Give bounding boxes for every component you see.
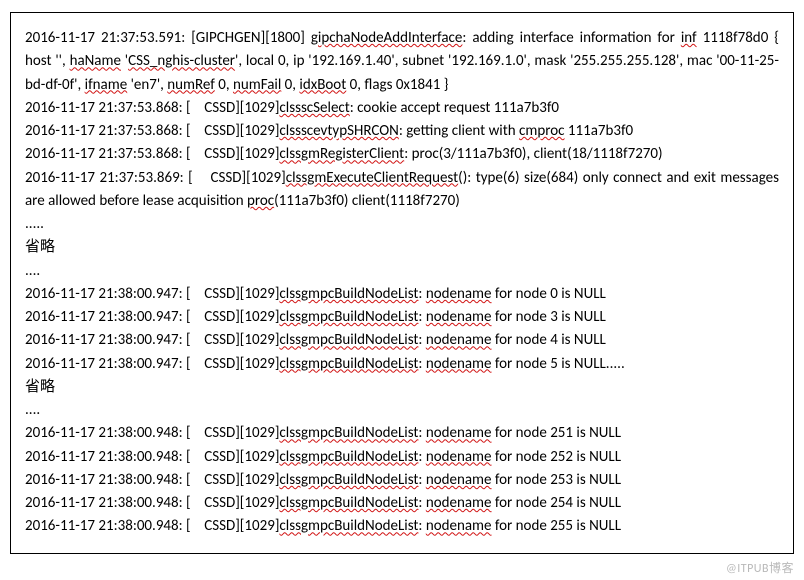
t: for node 255 is NULL xyxy=(491,517,621,535)
t: 2016-11-17 21:37:53.591: [GIPCHGEN][1800… xyxy=(25,29,311,47)
log-line: 2016-11-17 21:38:00.947: [ CSSD][1029]cl… xyxy=(25,353,779,376)
t: 2016-11-17 21:38:00.948: [ CSSD][1029] xyxy=(25,517,279,535)
word-nodename: nodename xyxy=(426,448,492,466)
log-line: 2016-11-17 21:38:00.948: [ CSSD][1029]cl… xyxy=(25,422,779,445)
t: for node 5 is NULL..... xyxy=(491,355,624,373)
ellipsis: .... xyxy=(25,399,779,422)
t: 0, flags 0x1841 } xyxy=(346,76,448,94)
log-line: 2016-11-17 21:38:00.948: [ CSSD][1029]cl… xyxy=(25,446,779,469)
fn-clssgmpcBuildNodeList: clssgmpcBuildNodeList xyxy=(279,285,418,303)
t: : getting client with xyxy=(399,122,519,140)
t: 0, xyxy=(215,76,233,94)
fn-clssgmpcBuildNodeList: clssgmpcBuildNodeList xyxy=(279,331,418,349)
fn-clssgmpcBuildNodeList: clssgmpcBuildNodeList xyxy=(279,424,418,442)
t: for node 251 is NULL xyxy=(491,424,621,442)
word-ifname: ifname xyxy=(85,76,128,94)
word-nodename: nodename xyxy=(426,331,492,349)
t: : xyxy=(418,471,425,489)
fn-clssscevtypSHRCON: clssscevtypSHRCON xyxy=(279,122,398,140)
t: : xyxy=(418,424,425,442)
word-nodename: nodename xyxy=(426,308,492,326)
word-nodename: nodename xyxy=(426,285,492,303)
t: for node 252 is NULL xyxy=(491,448,621,466)
t: 2016-11-17 21:37:53.869: [ CSSD][1029] xyxy=(25,169,286,187)
t: : xyxy=(418,494,425,512)
log-line: 2016-11-17 21:37:53.868: [ CSSD][1029]cl… xyxy=(25,143,779,166)
t: 2016-11-17 21:38:00.947: [ CSSD][1029] xyxy=(25,355,279,373)
word-nodename: nodename xyxy=(426,471,492,489)
word-numRef: numRef xyxy=(167,76,215,94)
word-nodename: nodename xyxy=(426,494,492,512)
word-nodename: nodename xyxy=(426,424,492,442)
word-proc: proc xyxy=(247,192,274,210)
t: 0, xyxy=(281,76,299,94)
t: : adding interface information for xyxy=(462,29,680,47)
t: 2016-11-17 21:38:00.948: [ CSSD][1029] xyxy=(25,494,279,512)
log-line: 2016-11-17 21:37:53.868: [ CSSD][1029]cl… xyxy=(25,120,779,143)
t: for node 0 is NULL xyxy=(491,285,605,303)
t: for node 4 is NULL xyxy=(491,331,605,349)
log-line: 2016-11-17 21:38:00.947: [ CSSD][1029]cl… xyxy=(25,306,779,329)
fn-clssgmpcBuildNodeList: clssgmpcBuildNodeList xyxy=(279,517,418,535)
t: 2016-11-17 21:38:00.948: [ CSSD][1029] xyxy=(25,424,279,442)
ellipsis: .... xyxy=(25,260,779,283)
t: 2016-11-17 21:38:00.947: [ CSSD][1029] xyxy=(25,285,279,303)
fn-clssgmpcBuildNodeList: clssgmpcBuildNodeList xyxy=(279,471,418,489)
t: 2016-11-17 21:37:53.868: [ CSSD][1029] xyxy=(25,122,279,140)
word-nodename: nodename xyxy=(426,355,492,373)
t: : xyxy=(418,308,425,326)
t: 2016-11-17 21:37:53.868: [ CSSD][1029] xyxy=(25,99,279,117)
t: 'en7', xyxy=(127,76,167,94)
word-numFail: numFail xyxy=(233,76,281,94)
log-line: 2016-11-17 21:38:00.948: [ CSSD][1029]cl… xyxy=(25,469,779,492)
t: : proc(3/111a7b3f0), client(18/1118f7270… xyxy=(404,145,662,163)
log-line: 2016-11-17 21:37:53.869: [ CSSD][1029]cl… xyxy=(25,167,779,214)
word-haName: haName xyxy=(70,52,121,70)
log-line: 2016-11-17 21:38:00.947: [ CSSD][1029]cl… xyxy=(25,329,779,352)
word-inf: inf xyxy=(681,29,697,47)
t: : cookie accept request 111a7b3f0 xyxy=(350,99,559,117)
t: : xyxy=(418,285,425,303)
omitted-label: 省略 xyxy=(25,236,779,259)
log-box: 2016-11-17 21:37:53.591: [GIPCHGEN][1800… xyxy=(10,12,794,554)
watermark-label: @ITPUB博客 xyxy=(726,559,794,576)
fn-clssgmpcBuildNodeList: clssgmpcBuildNodeList xyxy=(279,448,418,466)
fn-clssgmRegisterClient: clssgmRegisterClient xyxy=(279,145,404,163)
log-line: 2016-11-17 21:38:00.947: [ CSSD][1029]cl… xyxy=(25,283,779,306)
t: 2016-11-17 21:38:00.947: [ CSSD][1029] xyxy=(25,308,279,326)
t: for node 253 is NULL xyxy=(491,471,621,489)
t: for node 254 is NULL xyxy=(491,494,621,512)
fn-clssgmExecuteClientRequest: clssgmExecuteClientRequest xyxy=(286,169,458,187)
t: 2016-11-17 21:38:00.948: [ CSSD][1029] xyxy=(25,448,279,466)
t: : xyxy=(418,331,425,349)
word-css-nghis-cluster: CSS_nghis-cluster xyxy=(128,52,235,70)
t: 2016-11-17 21:37:53.868: [ CSSD][1029] xyxy=(25,145,279,163)
word-nodename: nodename xyxy=(426,517,492,535)
t: : xyxy=(418,355,425,373)
t: 2016-11-17 21:38:00.947: [ CSSD][1029] xyxy=(25,331,279,349)
log-line: 2016-11-17 21:37:53.591: [GIPCHGEN][1800… xyxy=(25,27,779,97)
fn-clssscSelect: clssscSelect xyxy=(279,99,349,117)
t: : xyxy=(418,517,425,535)
word-cmproc: cmproc xyxy=(519,122,564,140)
log-line: 2016-11-17 21:38:00.948: [ CSSD][1029]cl… xyxy=(25,492,779,515)
fn-clssgmpcBuildNodeList: clssgmpcBuildNodeList xyxy=(279,355,418,373)
t: 2016-11-17 21:38:00.948: [ CSSD][1029] xyxy=(25,471,279,489)
word-idxBoot: idxBoot xyxy=(299,76,346,94)
log-line: 2016-11-17 21:38:00.948: [ CSSD][1029]cl… xyxy=(25,515,779,538)
fn-clssgmpcBuildNodeList: clssgmpcBuildNodeList xyxy=(279,308,418,326)
fn-gipchaNodeAddInterface: gipchaNodeAddInterface xyxy=(311,29,463,47)
t: 111a7b3f0 xyxy=(565,122,634,140)
fn-clssgmpcBuildNodeList: clssgmpcBuildNodeList xyxy=(279,494,418,512)
ellipsis: ..... xyxy=(25,213,779,236)
omitted-label: 省略 xyxy=(25,376,779,399)
t: for node 3 is NULL xyxy=(491,308,605,326)
log-line: 2016-11-17 21:37:53.868: [ CSSD][1029]cl… xyxy=(25,97,779,120)
t: (111a7b3f0) client(1118f7270) xyxy=(274,192,460,210)
t: : xyxy=(418,448,425,466)
